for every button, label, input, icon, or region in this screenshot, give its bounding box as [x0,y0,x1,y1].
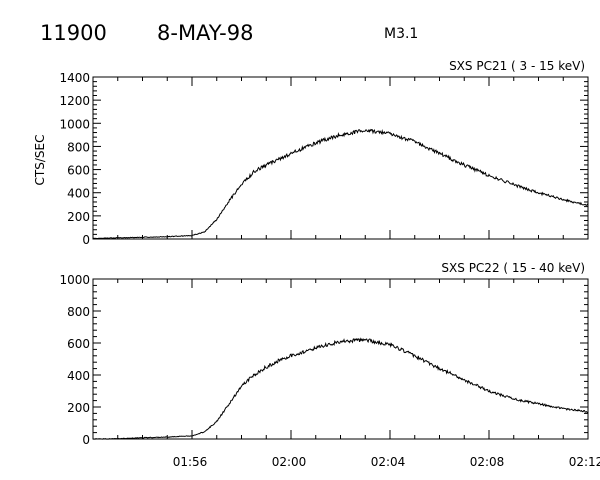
flare-class: M3.1 [384,26,418,42]
y-tick-label: 0 [82,433,90,447]
panel-pc22: SXS PC22 ( 15 - 40 keV) 0 200 400 600 800 100… [59,261,600,469]
y-tick-label: 1000 [59,273,90,287]
series-line [92,128,589,240]
plot-frame [92,278,589,440]
x-tick-label: 02:00 [272,455,307,469]
y-tick-label: 1200 [59,94,90,108]
y-tick-label: 400 [67,187,90,201]
y-tick-label: 800 [67,305,90,319]
series-line [92,337,589,440]
x-tick-label: 02:08 [470,455,505,469]
x-tick-label: 01:56 [173,455,208,469]
panel-title: SXS PC22 ( 15 - 40 keV) [441,261,585,275]
y-tick-label: 600 [67,164,90,178]
y-tick-label: 0 [82,233,90,247]
y-axis-label: CTS/SEC [33,135,47,186]
y-tick-label: 400 [67,369,90,383]
y-tick-label: 800 [67,140,90,154]
x-tick-label: 02:04 [371,455,406,469]
panel-pc21: SXS PC21 ( 3 - 15 keV) CTS/SEC 0 200 400 60… [33,59,589,247]
y-tick-label: 200 [67,401,90,415]
y-tick-label: 600 [67,337,90,351]
event-date: 8-MAY-98 [157,21,253,45]
plot-frame [92,76,589,240]
y-tick-label: 200 [67,210,90,224]
y-tick-label: 1400 [59,71,90,85]
panel-title: SXS PC21 ( 3 - 15 keV) [449,59,585,73]
x-tick-label: 02:12 [569,455,600,469]
y-tick-label: 1000 [59,117,90,131]
event-id: 11900 [40,21,107,45]
